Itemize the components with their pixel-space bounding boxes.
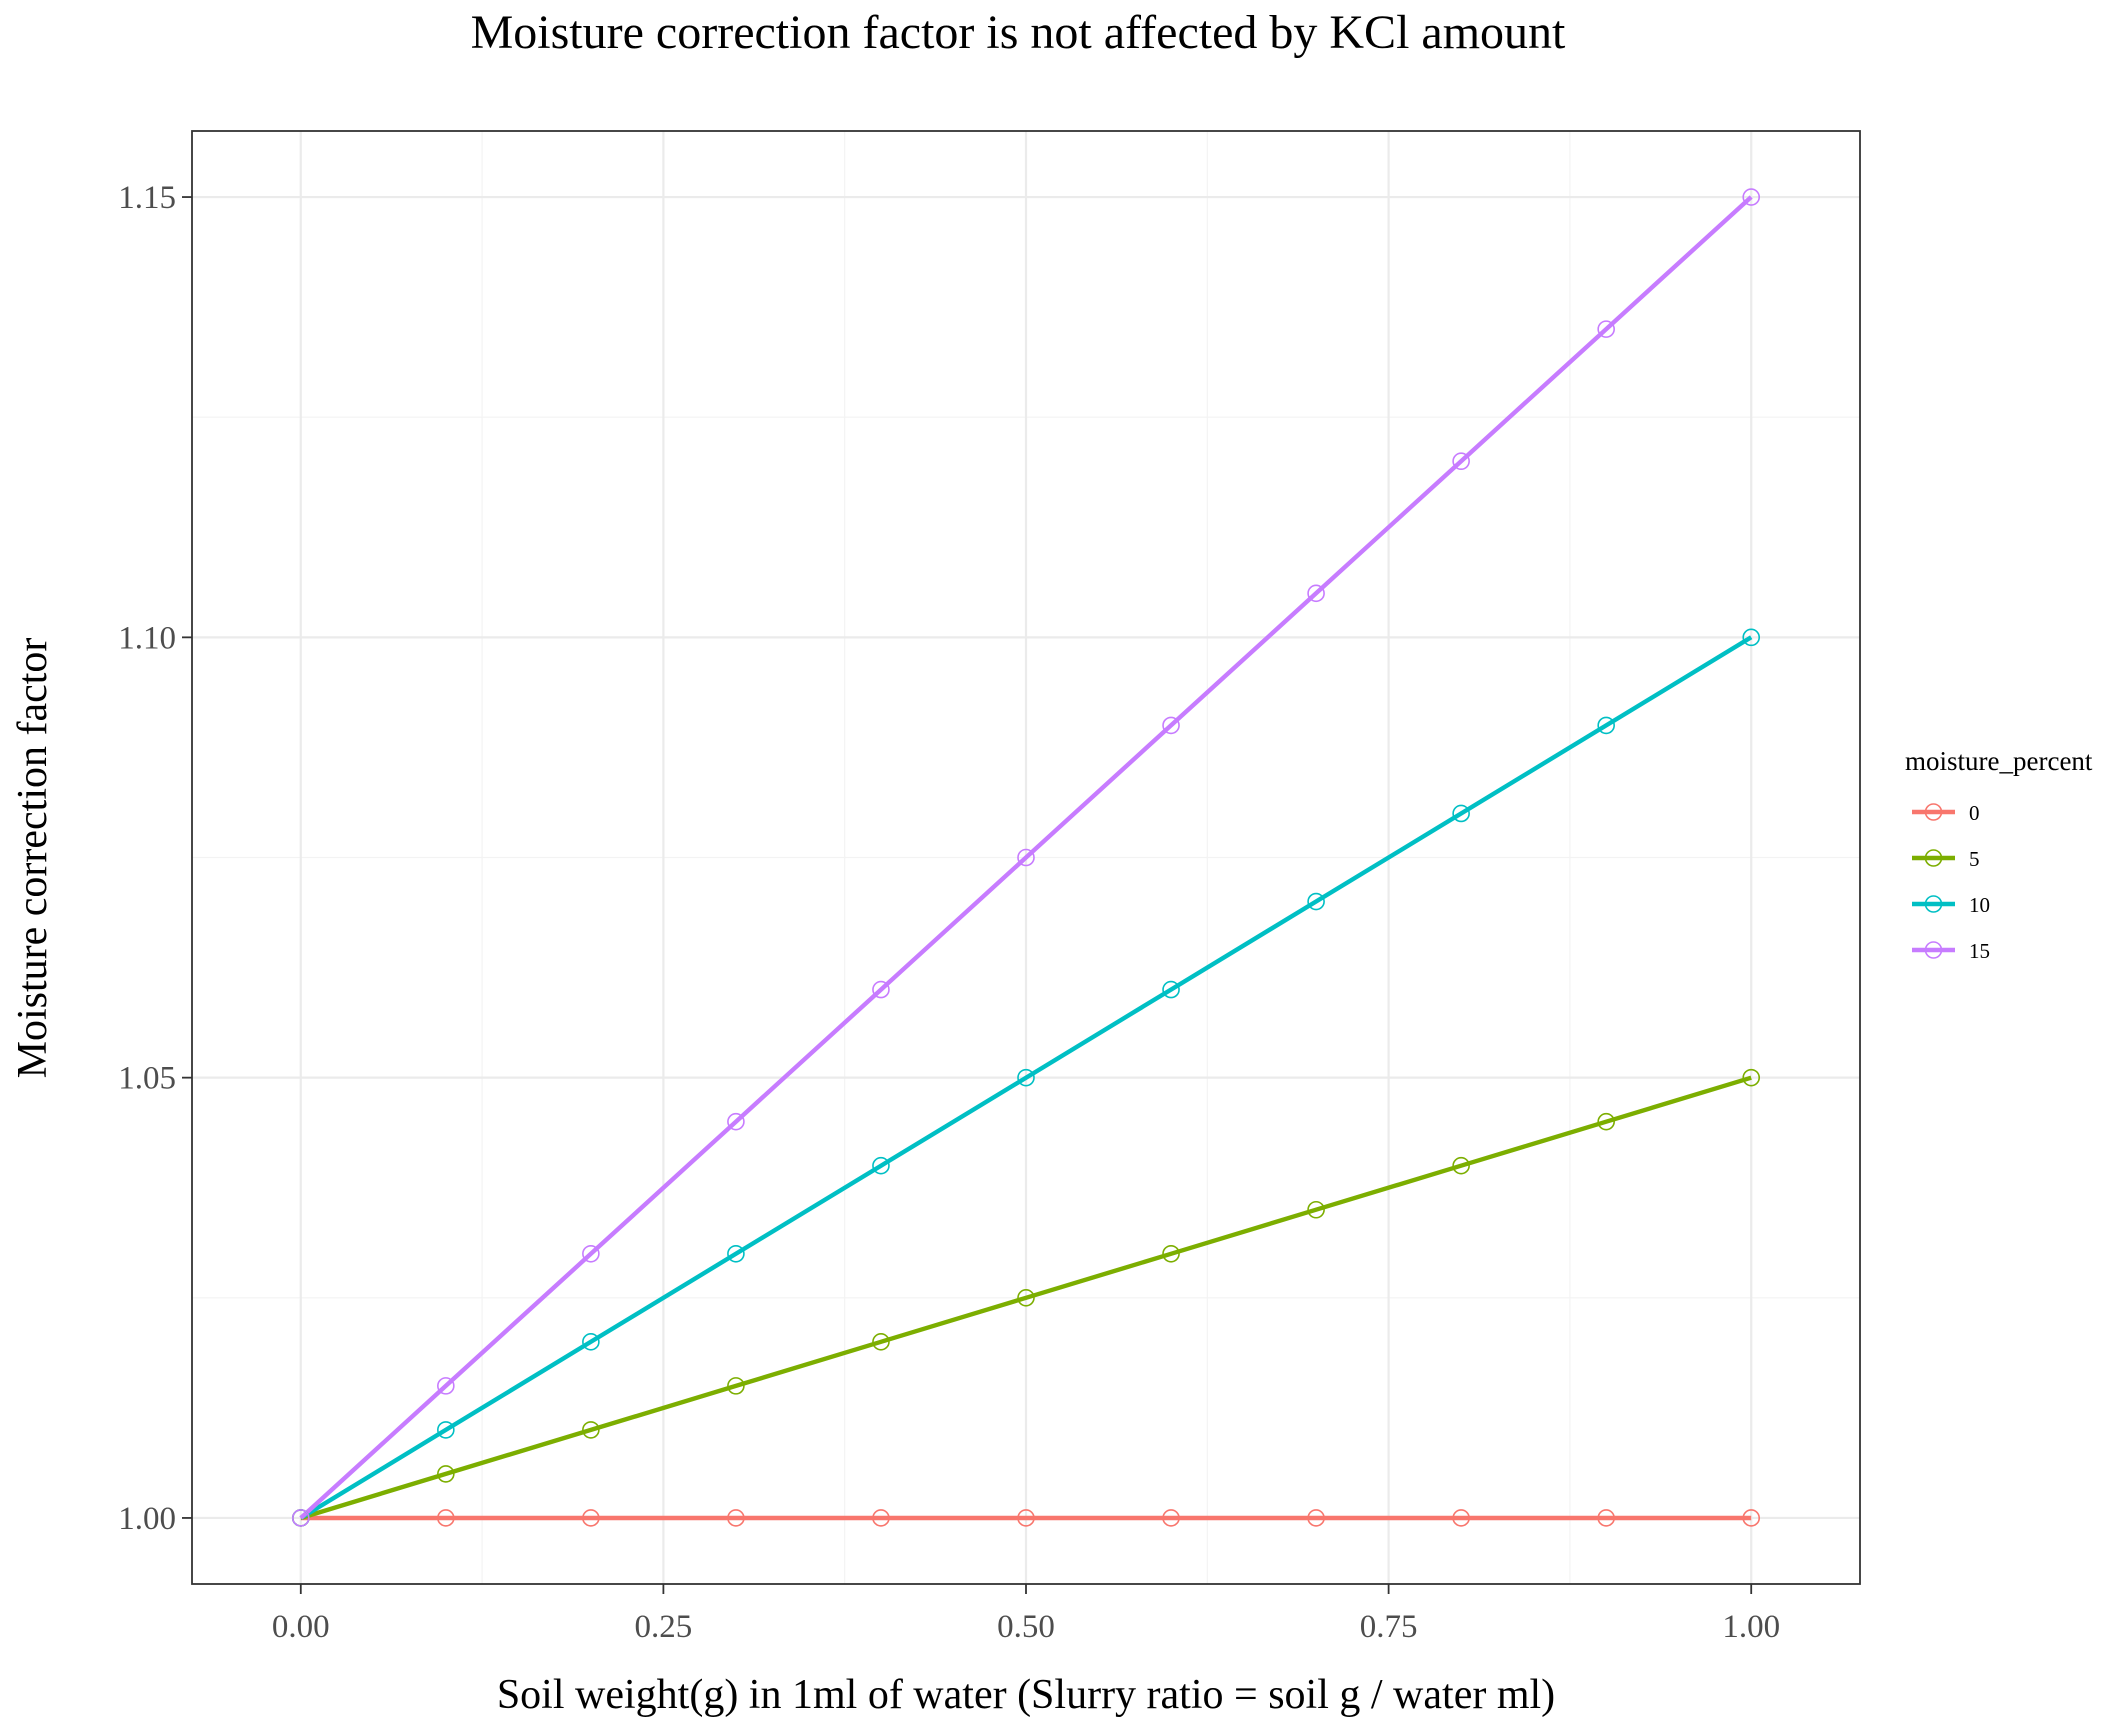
x-tick-label: 0.75 [1360, 1609, 1418, 1645]
data-point-0 [1307, 1509, 1325, 1527]
data-point-0 [1742, 1509, 1761, 1527]
data-point-10 [872, 1156, 890, 1175]
legend-label-5: 5 [1969, 847, 1980, 871]
data-point-10 [1742, 628, 1761, 647]
data-point-5 [727, 1377, 745, 1395]
data-point-0 [1597, 1509, 1615, 1527]
y-axis: 1.00 1.05 1.10 1.15 [118, 180, 192, 1537]
legend-label-0: 0 [1969, 801, 1980, 825]
x-axis-title: Soil weight(g) in 1ml of water (Slurry r… [497, 1672, 1555, 1718]
legend-key-marker-15 [1924, 941, 1943, 959]
x-axis: 0.00 0.25 0.50 0.75 1.00 [272, 1584, 1780, 1645]
x-tick-label: 0.00 [272, 1609, 330, 1645]
data-point-5 [1452, 1156, 1470, 1175]
y-axis-title: Moisture correction factor [10, 638, 56, 1079]
data-point-0 [872, 1509, 890, 1527]
data-point-10 [582, 1333, 600, 1351]
data-point-5 [1307, 1200, 1325, 1219]
data-point-5 [1162, 1244, 1180, 1263]
data-point-0 [1017, 1509, 1035, 1527]
data-point-15 [872, 980, 890, 999]
legend-key-marker-5 [1924, 849, 1943, 867]
data-point-10 [1017, 1068, 1035, 1087]
y-tick-label: 1.15 [118, 180, 176, 216]
data-point-15 [727, 1112, 745, 1131]
x-tick-label: 1.00 [1722, 1609, 1780, 1645]
data-point-5 [1742, 1068, 1761, 1087]
data-point-15 [1017, 848, 1035, 867]
data-point-0 [437, 1509, 455, 1527]
legend-key-marker-10 [1924, 895, 1943, 913]
series-layer [291, 188, 1761, 1527]
data-point-5 [437, 1465, 455, 1483]
data-point-15 [1597, 320, 1615, 338]
data-point-15 [1742, 188, 1761, 206]
data-point-5 [872, 1333, 890, 1351]
x-tick-label: 0.50 [997, 1609, 1055, 1645]
data-point-15 [1162, 716, 1180, 735]
data-point-5 [582, 1421, 600, 1439]
data-point-0 [1162, 1509, 1180, 1527]
data-point-0 [727, 1509, 745, 1527]
data-point-15 [582, 1244, 600, 1263]
y-tick-label: 1.05 [118, 1061, 176, 1097]
x-tick-label: 0.25 [635, 1609, 693, 1645]
data-point-15 [1452, 452, 1470, 471]
data-point-10 [727, 1244, 745, 1263]
data-point-10 [437, 1421, 455, 1439]
legend-key-marker-0 [1924, 803, 1943, 821]
data-point-5 [1017, 1289, 1035, 1307]
data-point-10 [1597, 716, 1615, 735]
data-point-0 [582, 1509, 600, 1527]
chart-title: Moisture correction factor is not affect… [471, 6, 1566, 59]
series-line-5 [300, 1075, 1752, 1521]
legend-label-10: 10 [1969, 893, 1990, 917]
legend-label-15: 15 [1969, 939, 1990, 963]
legend: moisture_percent 0 5 10 15 [1905, 746, 2093, 963]
y-tick-label: 1.10 [118, 620, 176, 656]
data-point-15 [1307, 584, 1325, 603]
data-point-5 [1597, 1112, 1615, 1131]
series-line-15 [299, 195, 1753, 1520]
data-point-15 [291, 1509, 310, 1527]
series-line-10 [299, 635, 1753, 1520]
data-point-10 [1452, 804, 1470, 823]
data-point-10 [1162, 980, 1180, 999]
data-point-15 [437, 1377, 455, 1395]
data-point-0 [1452, 1509, 1470, 1527]
y-tick-label: 1.00 [118, 1501, 176, 1537]
data-point-10 [1307, 892, 1325, 911]
legend-title: moisture_percent [1905, 746, 2093, 776]
